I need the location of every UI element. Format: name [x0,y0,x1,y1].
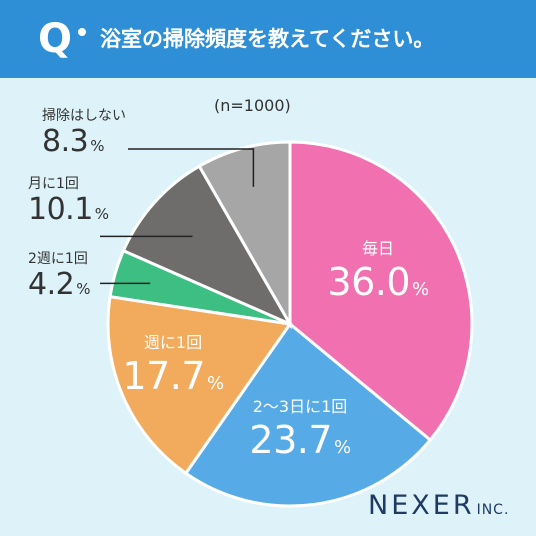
slice-pct-biweekly: 4.2% [28,267,90,302]
slice-pct-weekly: 17.7% [122,354,224,398]
slice-name-never: 掃除はしない [42,108,126,124]
slice-pct-monthly: 10.1% [28,192,109,227]
slice-label-never: 掃除はしない 8.3% [42,107,126,163]
slice-name-weekly: 週に1回 [143,333,203,352]
slice-label-biweekly: 2週に1回 4.2% [28,250,90,306]
question-text: 浴室の掃除頻度を教えてください。 [100,27,435,51]
q-dot-icon [78,28,86,36]
slice-name-biweekly: 2週に1回 [28,251,88,267]
q-mark: Q [38,16,73,62]
slice-label-2-3days: 2〜3日に1回 23.7% [249,396,351,470]
slice-pct-2-3days: 23.7% [249,418,351,462]
pie-slice-daily [288,140,474,443]
slice-name-2-3days: 2〜3日に1回 [252,397,348,416]
pie-slice-2-3days [183,321,433,508]
nexer-logo: NEXER INC. [368,490,509,521]
slice-label-daily: 毎日 36.0% [327,238,429,312]
slice-name-daily: 毎日 [361,239,394,258]
slice-label-monthly: 月に1回 10.1% [28,175,109,231]
pie-slice-monthly [121,164,294,328]
sample-size-note: (n=1000) [214,96,291,115]
logo-sub-text: INC. [476,502,510,518]
slice-label-weekly: 週に1回 17.7% [122,332,224,406]
slice-pct-daily: 36.0% [327,260,429,304]
slice-name-monthly: 月に1回 [28,176,79,192]
pie-slice-weekly [106,294,293,476]
slice-pct-never: 8.3% [42,124,104,159]
logo-main-text: NEXER [368,490,475,521]
pie-slice-never [197,140,292,330]
leader-line-never [128,148,255,187]
question-banner: Q 浴室の掃除頻度を教えてください。 [0,0,536,78]
